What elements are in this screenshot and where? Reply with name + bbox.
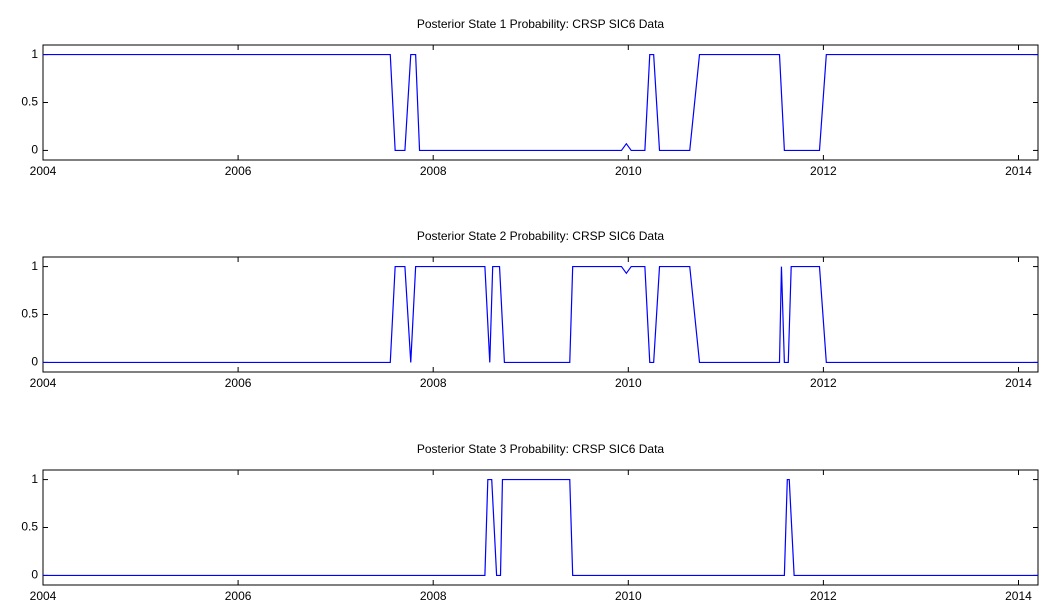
y-tick-label: 0: [31, 568, 38, 582]
axes-box: [42, 256, 1039, 373]
x-tick-label: 2008: [420, 376, 447, 390]
y-tick-label: 0: [31, 143, 38, 157]
axes-box: [42, 469, 1039, 586]
x-tick-label: 2006: [225, 589, 252, 603]
x-tick-label: 2006: [225, 376, 252, 390]
x-tick-label: 2008: [420, 164, 447, 178]
y-tick-label: 0: [31, 355, 38, 369]
y-tick-label: 1: [31, 259, 38, 273]
y-tick-label: 0.5: [21, 520, 38, 534]
x-tick-label: 2014: [1005, 589, 1032, 603]
y-tick-label: 1: [31, 472, 38, 486]
x-tick-label: 2014: [1005, 164, 1032, 178]
x-tick-label: 2010: [615, 164, 642, 178]
x-tick-label: 2014: [1005, 376, 1032, 390]
series-line: [43, 265, 1038, 364]
x-tick-label: 2004: [30, 589, 57, 603]
x-tick-label: 2008: [420, 589, 447, 603]
x-tick-label: 2012: [810, 164, 837, 178]
x-tick-label: 2012: [810, 376, 837, 390]
y-tick-label: 0.5: [21, 95, 38, 109]
y-tick-label: 0.5: [21, 307, 38, 321]
x-tick-label: 2012: [810, 589, 837, 603]
x-tick-label: 2010: [615, 376, 642, 390]
series-line: [43, 53, 1038, 152]
axes-box: [42, 44, 1039, 161]
x-tick-label: 2004: [30, 376, 57, 390]
x-tick-label: 2004: [30, 164, 57, 178]
y-tick-label: 1: [31, 47, 38, 61]
chart-title: Posterior State 2 Probability: CRSP SIC6…: [417, 229, 665, 243]
chart-title: Posterior State 1 Probability: CRSP SIC6…: [417, 17, 665, 31]
series-line: [43, 478, 1038, 577]
x-tick-label: 2006: [225, 164, 252, 178]
x-tick-label: 2010: [615, 589, 642, 603]
chart-title: Posterior State 3 Probability: CRSP SIC6…: [417, 442, 665, 456]
